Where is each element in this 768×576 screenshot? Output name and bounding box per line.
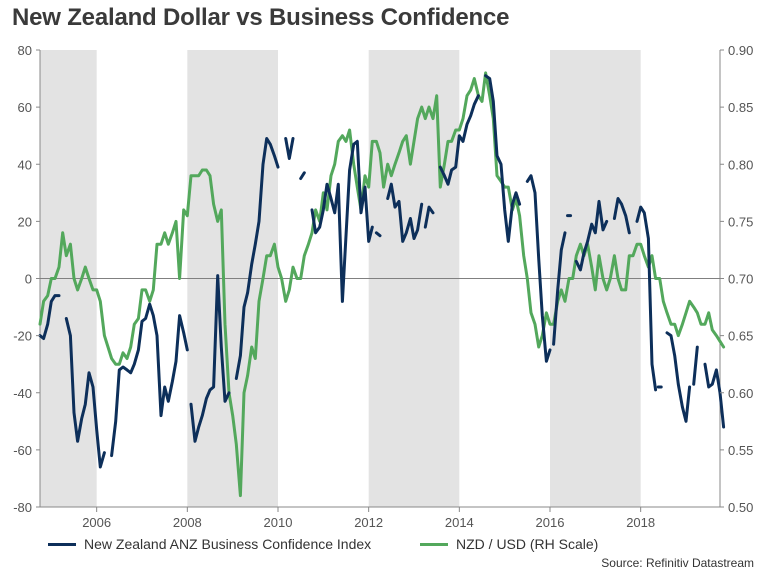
confidence-segment-2 (110, 302, 189, 458)
left-tick-label: -20 (13, 329, 32, 344)
confidence-segment-17 (612, 197, 631, 235)
source-note: Source: Refinitiv Datastream (601, 556, 754, 570)
chart-title: New Zealand Dollar vs Business Confidenc… (12, 4, 510, 31)
confidence-segment-9 (386, 182, 424, 243)
right-tick-label: 0.55 (728, 443, 753, 458)
right-tick-label: 0.85 (728, 100, 753, 115)
right-tick-label: 0.75 (728, 214, 753, 229)
confidence-segment-21 (692, 345, 699, 386)
series-lines (38, 71, 726, 498)
right-tick-label: 0.70 (728, 272, 753, 287)
confidence-segment-0 (38, 294, 61, 340)
confidence-segment-14 (552, 231, 567, 346)
confidence-segment-8 (374, 231, 382, 238)
legend-label-nzd: NZD / USD (RH Scale) (456, 536, 599, 552)
x-tick-label: 2016 (536, 515, 565, 530)
x-tick-label: 2014 (445, 515, 474, 530)
confidence-segment-6 (299, 171, 306, 180)
right-tick-label: 0.80 (728, 157, 753, 172)
confidence-segment-16 (574, 199, 609, 272)
left-tick-label: -80 (13, 500, 32, 515)
confidence-segment-3 (189, 274, 231, 443)
left-axis-ticks: -80 -60 -40 -20 0 20 40 60 80 (13, 43, 40, 515)
left-tick-label: -60 (13, 443, 32, 458)
confidence-segment-20 (665, 331, 692, 423)
right-tick-label: 0.90 (728, 43, 753, 58)
x-tick-label: 2012 (354, 515, 383, 530)
right-axis-ticks: 0.50 0.55 0.60 0.65 0.70 0.75 0.80 0.85 0.90 (720, 43, 753, 515)
x-axis-ticks: 2006 2008 2010 2012 2014 2016 2018 (82, 507, 655, 530)
confidence-segment-13 (525, 174, 552, 363)
legend-swatch-confidence (48, 542, 76, 546)
legend-item-nzd: NZD / USD (RH Scale) (420, 536, 598, 552)
x-tick-label: 2006 (82, 515, 111, 530)
legend-swatch-nzd (420, 542, 448, 546)
confidence-segment-11 (438, 94, 480, 186)
left-tick-label: 0 (25, 272, 32, 287)
confidence-segment-5 (284, 137, 295, 160)
right-tick-label: 0.60 (728, 386, 753, 401)
confidence-segment-18 (635, 205, 658, 392)
left-tick-label: 20 (18, 214, 32, 229)
right-tick-label: 0.50 (728, 500, 753, 515)
nzd-segment-0 (38, 71, 726, 498)
legend-label-confidence: New Zealand ANZ Business Confidence Inde… (84, 536, 372, 552)
x-tick-label: 2018 (626, 515, 655, 530)
confidence-segment-22 (703, 362, 726, 429)
left-tick-label: -40 (13, 386, 32, 401)
confidence-segment-10 (423, 205, 435, 229)
confidence-segment-7 (310, 139, 374, 303)
right-tick-label: 0.65 (728, 329, 753, 344)
left-tick-label: 80 (18, 43, 32, 58)
left-tick-label: 40 (18, 157, 32, 172)
x-tick-label: 2008 (173, 515, 202, 530)
x-tick-label: 2010 (264, 515, 293, 530)
confidence-segment-12 (484, 74, 522, 243)
confidence-segment-1 (64, 317, 106, 469)
legend-item-confidence: New Zealand ANZ Business Confidence Inde… (48, 536, 371, 552)
left-tick-label: 60 (18, 100, 32, 115)
confidence-segment-4 (234, 137, 280, 380)
